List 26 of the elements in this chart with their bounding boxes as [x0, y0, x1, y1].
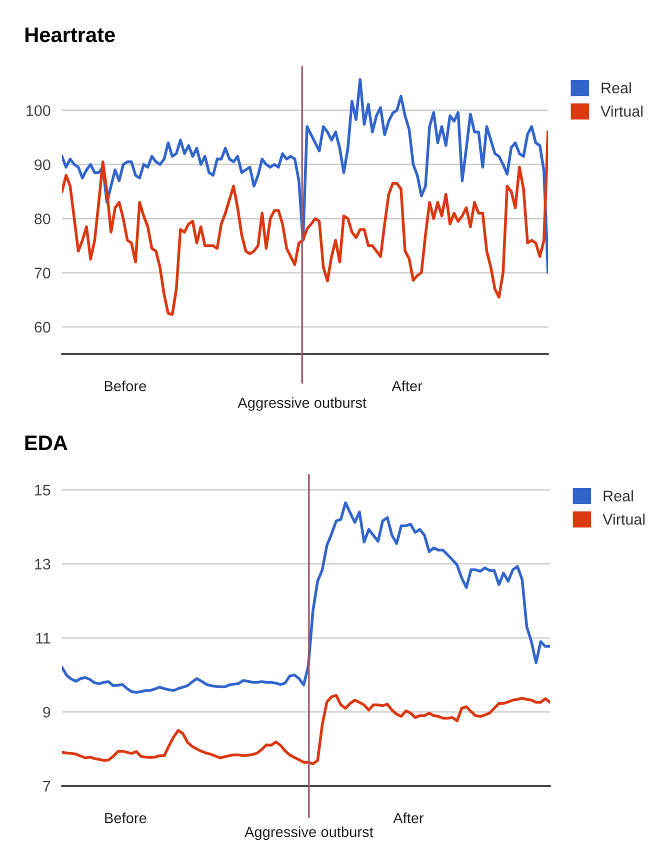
y-tick-label: 90	[34, 159, 50, 170]
text: Before	[105, 812, 146, 824]
chart-title: EDA	[25, 436, 68, 450]
text: After	[393, 812, 424, 824]
text: After	[392, 380, 422, 392]
line-series	[62, 694, 550, 766]
legend-label: Real	[602, 82, 631, 94]
line-series	[62, 501, 550, 694]
line-series	[62, 130, 548, 316]
chart-title: Heartrate	[25, 28, 115, 42]
y-tick-label: 70	[34, 268, 50, 278]
y-tick-label: 80	[34, 213, 50, 224]
y-tick-label: 9	[43, 706, 50, 718]
legend-label: Virtual	[602, 514, 645, 525]
text: Aggressive outburst	[238, 397, 366, 411]
y-tick-label: 13	[35, 558, 50, 570]
legend-label: Virtual	[600, 106, 643, 117]
y-tick-label: 15	[35, 484, 50, 496]
text: Aggressive outburst	[244, 826, 374, 840]
y-tick-label: 100	[26, 105, 50, 116]
legend-label: Real	[604, 490, 633, 502]
text: Before	[104, 380, 146, 392]
y-tick-label: 7	[43, 781, 50, 792]
line-series	[62, 78, 548, 274]
y-tick-label: 60	[34, 322, 50, 333]
y-tick-label: 11	[36, 632, 50, 644]
